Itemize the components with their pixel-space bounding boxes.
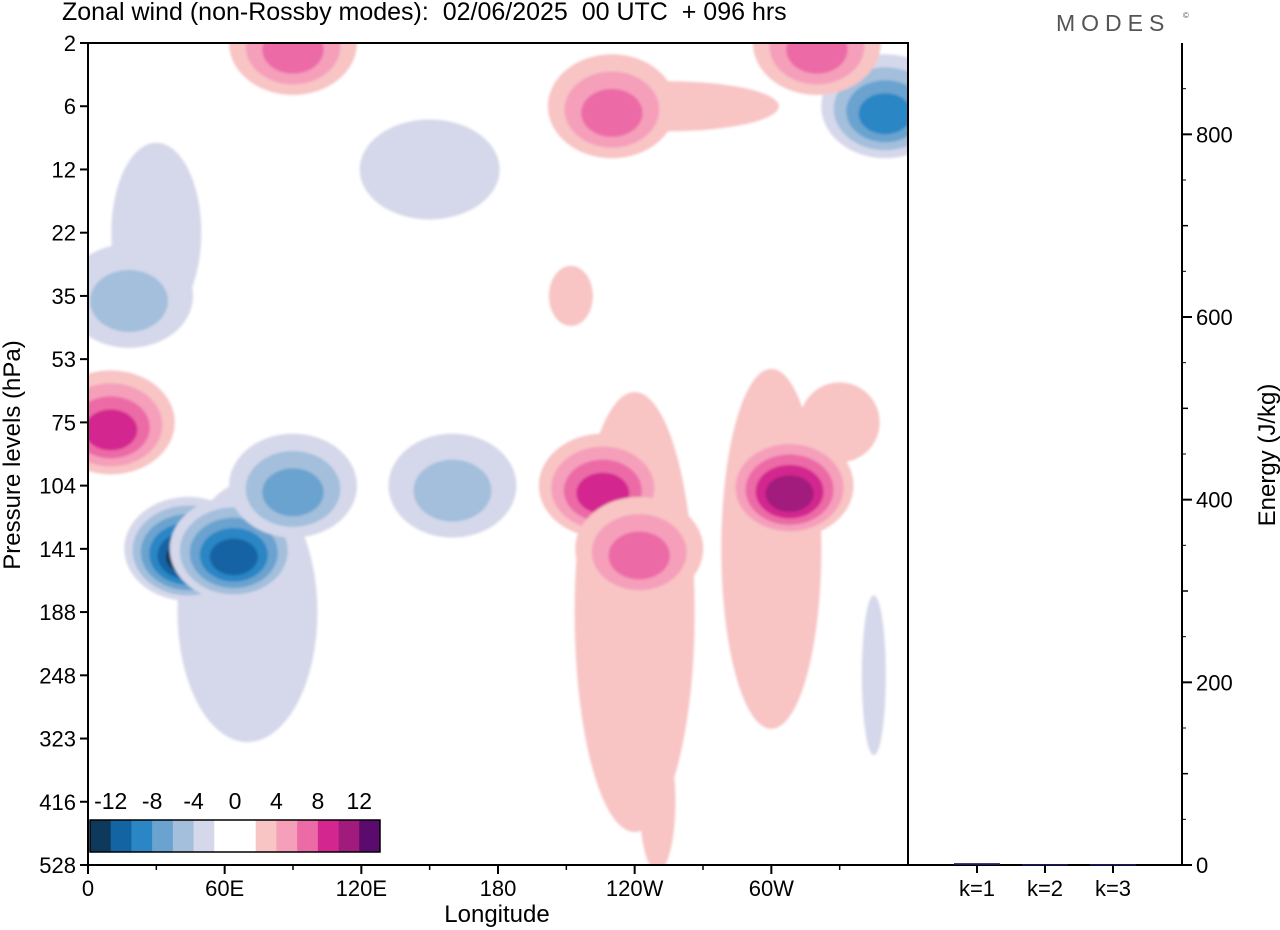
field-contour [88,409,138,451]
y-tick-label: 528 [39,853,76,878]
colorbar-label: -4 [183,788,204,814]
y-tick-label: 12 [52,157,76,182]
y-tick-label: 416 [39,790,76,815]
y-tick-label: 53 [52,347,76,372]
colorbar-segment [297,820,319,852]
colorbar-segment [214,820,236,852]
energy-bar [954,863,1000,865]
field-contour [262,43,324,74]
x-tick-label: 60E [205,876,244,901]
colorbar: -12 -8 -4 0 4 8 12 [89,788,381,853]
zonal-wind-field [88,43,908,865]
x-tick-label: 180 [480,876,517,901]
y-tick-label: 104 [39,474,76,499]
y-tick-label: 323 [39,727,76,752]
y-tick-label: 188 [39,600,76,625]
colorbar-label: 4 [270,788,283,814]
field-region [359,119,500,220]
x-tick-label: 0 [82,876,94,901]
energy-bar [1090,864,1136,866]
x-tick-label: 120W [606,876,664,901]
energy-y-tick-label: 400 [1196,488,1233,513]
field-contour [262,468,324,517]
brand-logo: MODES [1056,10,1171,36]
colorbar-segment [172,820,195,852]
field-contour [786,43,848,74]
energy-panel: k=1 k=2 k=3 0 200 400 600 800 Energy (J/kg) [907,43,1280,901]
colorbar-segment [235,820,257,852]
field-contour [765,475,814,513]
energy-category-label: k=2 [1027,876,1063,901]
field-region [639,731,676,865]
energy-y-tick-label: 600 [1196,305,1233,330]
y-tick-label: 22 [52,221,76,246]
x-tick-label: 60W [749,876,794,901]
field-region [548,265,593,326]
y-tick-label: 141 [39,537,76,562]
y-tick-label: 35 [52,284,76,309]
y-axis: 2 6 12 22 35 53 75 104 141 188 248 323 416 528 [39,31,88,878]
colorbar-label: 12 [346,788,372,814]
colorbar-label: 0 [229,788,242,814]
chart-title: Zonal wind (non-Rossby modes): 02/06/202… [62,0,787,26]
energy-axis-title: Energy (J/kg) [1254,384,1280,527]
colorbar-segment [110,820,132,852]
energy-bar [1022,864,1068,866]
field-contour [608,531,670,580]
field-contour [209,538,258,576]
colorbar-segment [276,820,298,852]
energy-y-tick-label: 0 [1196,853,1208,878]
field-region [861,595,886,756]
colorbar-segment [359,820,381,852]
energy-category-label: k=1 [959,876,995,901]
energy-y-tick-label: 200 [1196,670,1233,695]
x-tick-label: 120E [336,876,387,901]
y-tick-label: 248 [39,663,76,688]
colorbar-segment [255,820,277,852]
colorbar-segment [152,820,174,852]
colorbar-label: -8 [142,788,162,814]
field-contour [413,459,492,522]
colorbar-segment [193,820,215,852]
colorbar-frame [89,819,381,853]
colorbar-segment [317,820,340,852]
field-contour [90,269,168,332]
colorbar-segment [131,820,153,852]
x-axis-title: Longitude [444,901,549,928]
energy-category-label: k=3 [1095,876,1131,901]
y-tick-label: 75 [52,410,76,435]
field-contour [581,88,643,137]
colorbar-label: 8 [311,788,324,814]
y-axis-title: Pressure levels (hPa) [0,340,26,569]
energy-y-tick-label: 800 [1196,122,1233,147]
colorbar-segment [338,820,360,852]
brand-registered-mark: © [1183,11,1189,20]
field-contour [858,93,908,135]
y-tick-label: 6 [64,94,76,119]
colorbar-segment [90,820,112,852]
x-axis: 0 60E 120E 180 120W 60W [82,865,841,901]
y-tick-label: 2 [64,31,76,56]
colorbar-label: -12 [94,788,127,814]
